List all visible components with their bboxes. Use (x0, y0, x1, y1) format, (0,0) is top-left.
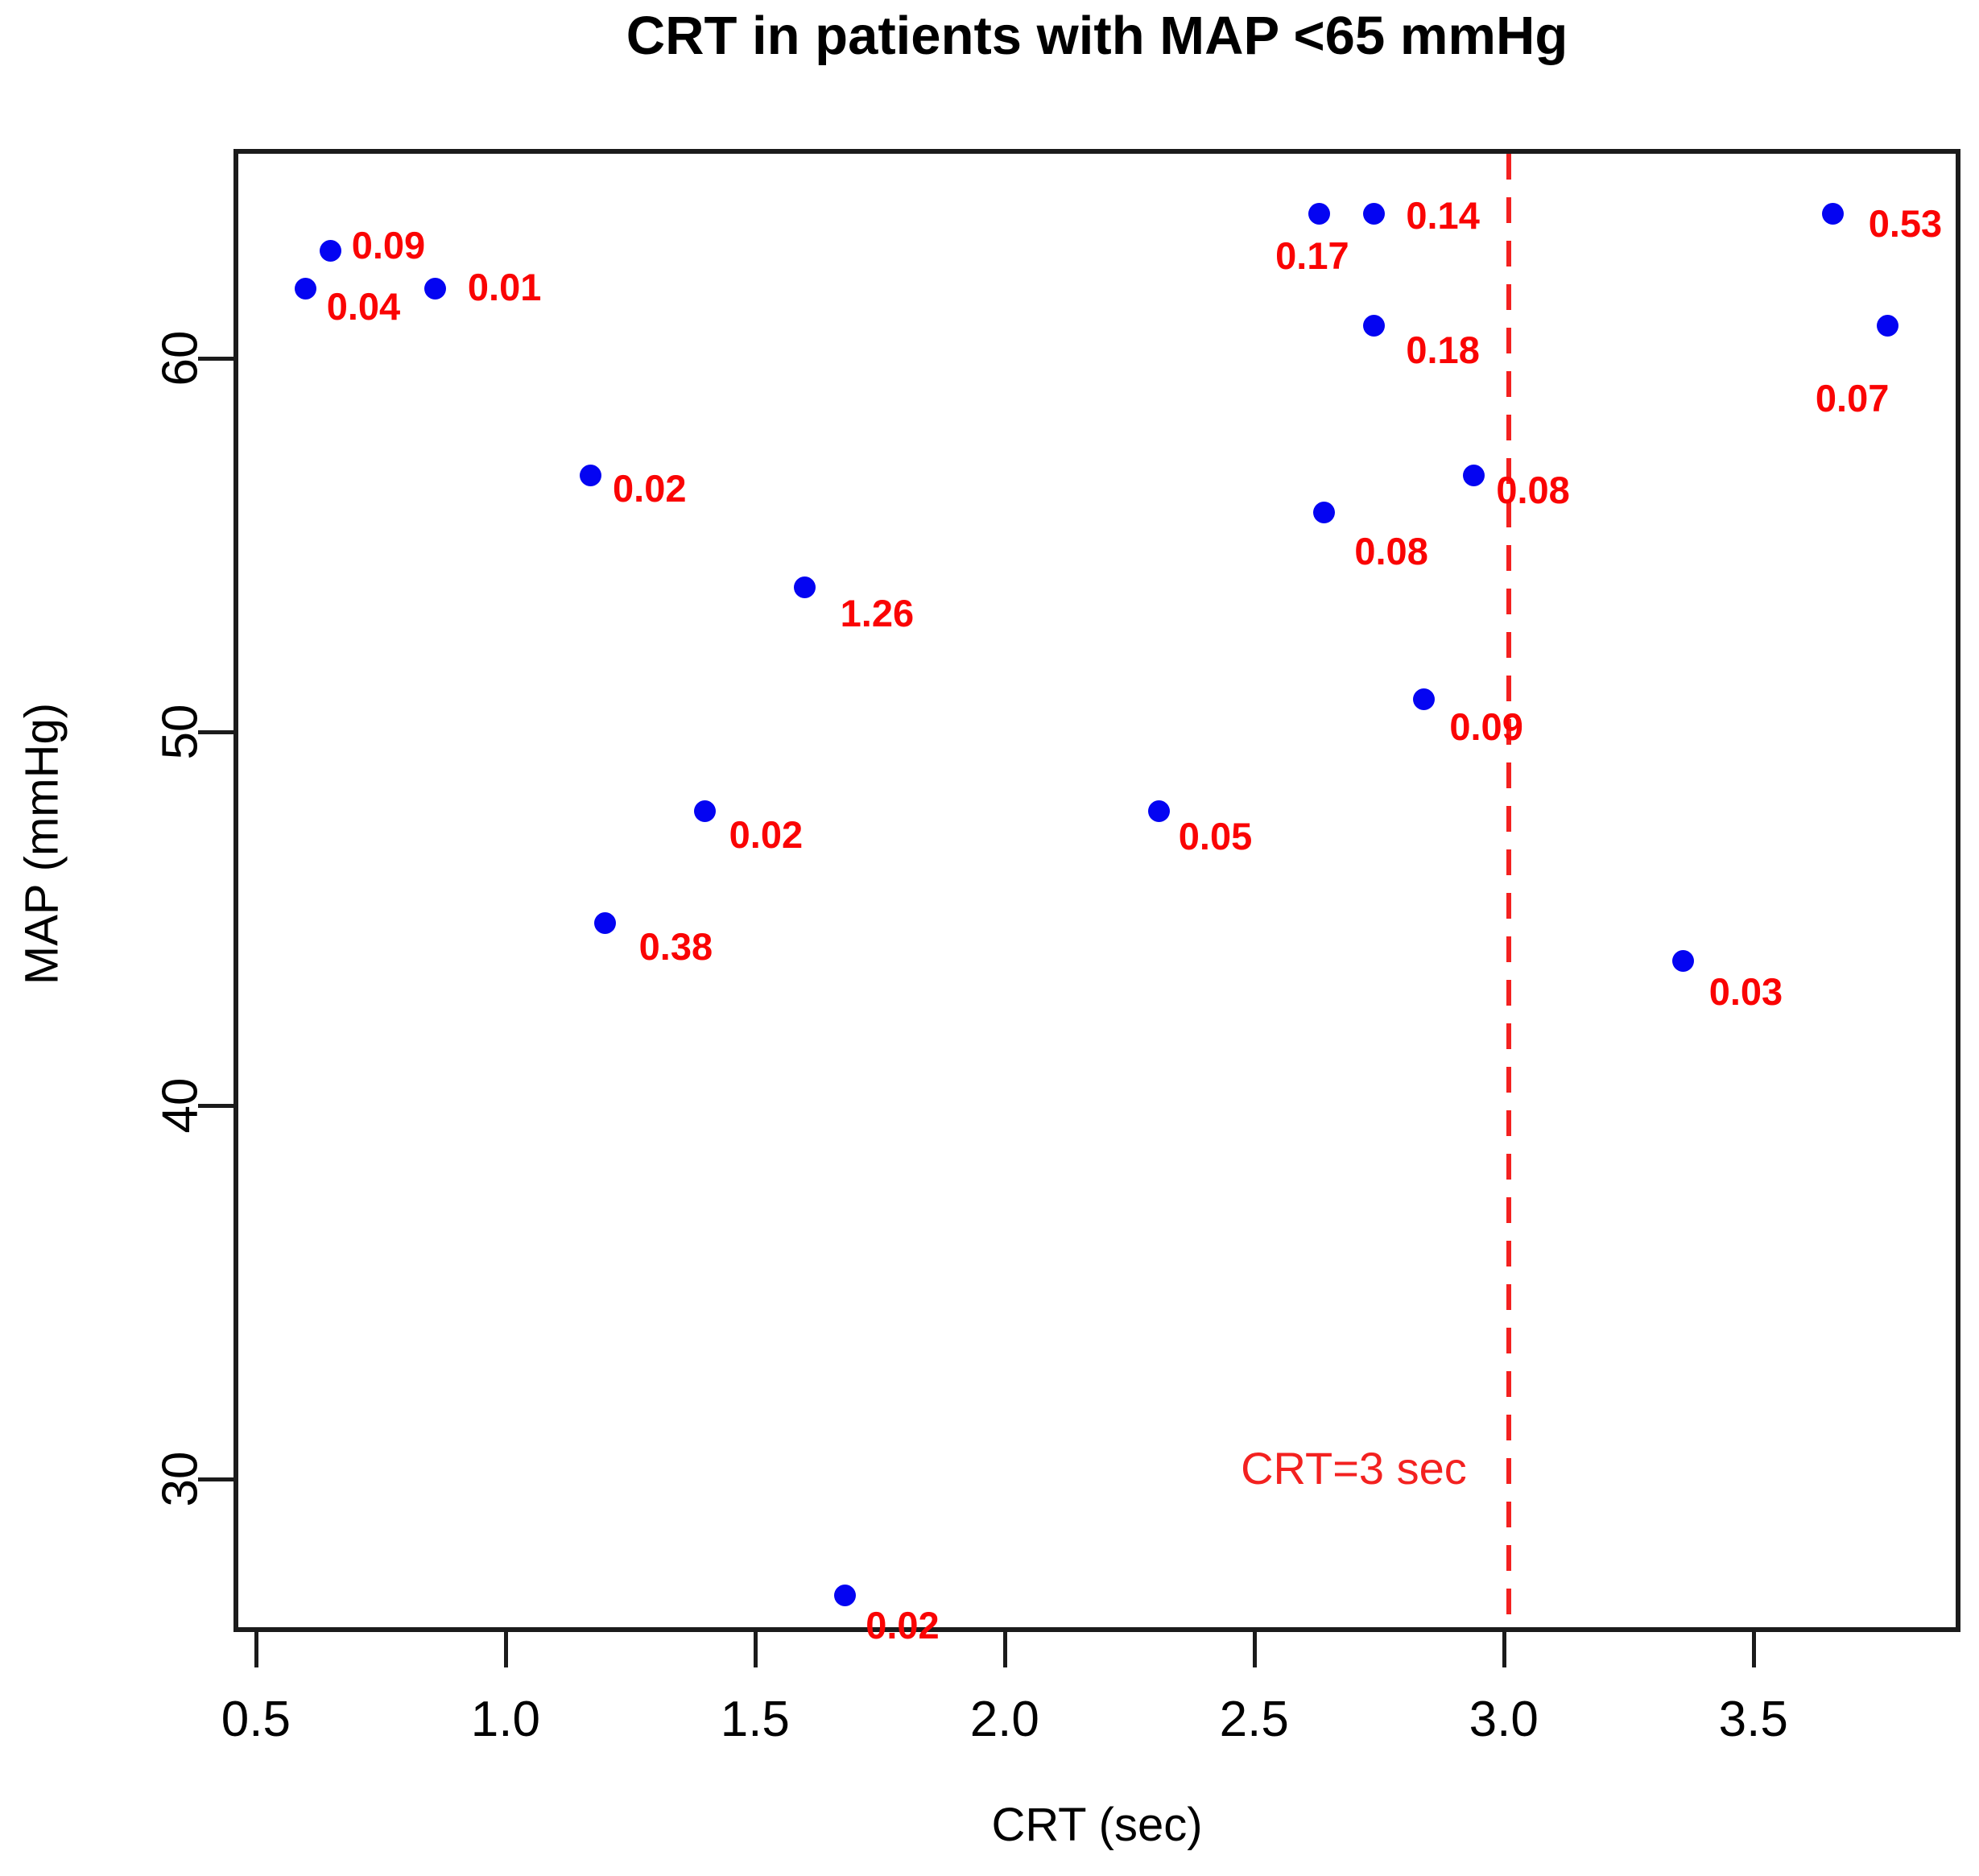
x-tick-mark (254, 1632, 258, 1667)
y-tick-label: 50 (152, 704, 209, 760)
x-tick-mark (753, 1632, 758, 1667)
data-point-label: 0.09 (351, 223, 426, 267)
data-point (694, 800, 717, 823)
x-tick-mark (1002, 1632, 1007, 1667)
data-point-label: 0.02 (613, 467, 687, 510)
y-tick-label: 60 (152, 330, 209, 386)
y-tick-mark (198, 356, 233, 361)
y-tick-mark (198, 729, 233, 734)
data-point-label: 0.17 (1275, 234, 1349, 278)
data-point-label: 0.09 (1449, 705, 1523, 749)
data-point-label: 0.02 (729, 812, 804, 856)
data-point (794, 576, 816, 598)
data-point-label: 0.38 (638, 924, 713, 968)
data-point (579, 464, 601, 486)
data-point (1362, 202, 1385, 225)
data-point (1308, 202, 1330, 225)
chart-title: CRT in patients with MAP <65 mmHg (626, 6, 1568, 66)
x-tick-label: 2.5 (1219, 1692, 1289, 1747)
x-tick-mark (1252, 1632, 1257, 1667)
data-point-label: 0.05 (1178, 814, 1253, 857)
data-point-label: 0.14 (1406, 194, 1480, 238)
data-point (295, 277, 317, 300)
data-point (320, 240, 342, 262)
data-point (1822, 202, 1845, 225)
data-point-label: 0.03 (1708, 970, 1783, 1014)
reference-line (1506, 154, 1511, 1627)
y-tick-label: 30 (152, 1451, 209, 1507)
y-tick-label: 40 (152, 1077, 209, 1134)
y-axis-title: MAP (mmHg) (15, 702, 68, 986)
plot-area: CRT=3 sec 0.09 0.04 0.01 0.17 0.14 0.53 0.18 0.… (233, 149, 1960, 1645)
data-point (1462, 464, 1485, 486)
x-tick-label: 1.0 (470, 1692, 540, 1747)
data-point-label: 0.08 (1354, 530, 1428, 573)
data-point-label: 1.26 (840, 592, 915, 635)
x-tick-label: 0.5 (221, 1692, 291, 1747)
y-tick-mark (198, 1103, 233, 1108)
x-tick-mark (1502, 1632, 1506, 1667)
data-point-label: 0.53 (1868, 202, 1943, 246)
data-point (1672, 949, 1695, 972)
data-point (1877, 314, 1899, 337)
data-point (1312, 501, 1335, 523)
data-point (1412, 688, 1435, 710)
data-point-label: 0.02 (866, 1603, 940, 1647)
x-tick-label: 3.5 (1718, 1692, 1788, 1747)
x-axis-title: CRT (sec) (991, 1799, 1203, 1851)
data-point-label: 0.18 (1406, 329, 1480, 372)
reference-line-label: CRT=3 sec (1241, 1443, 1467, 1494)
data-point-label: 0.08 (1496, 469, 1570, 512)
data-point (1148, 800, 1171, 823)
data-point (1362, 314, 1385, 337)
data-point-label: 0.07 (1815, 377, 1890, 420)
data-point-label: 0.01 (467, 266, 542, 309)
y-tick-mark (198, 1477, 233, 1481)
data-point (424, 277, 447, 300)
data-point (594, 912, 617, 935)
x-tick-label: 3.0 (1469, 1692, 1539, 1747)
x-tick-mark (503, 1632, 508, 1667)
x-tick-label: 1.5 (720, 1692, 790, 1747)
x-tick-label: 2.0 (969, 1692, 1039, 1747)
data-point-label: 0.04 (326, 285, 401, 329)
data-point (833, 1585, 856, 1607)
x-tick-mark (1751, 1632, 1756, 1667)
